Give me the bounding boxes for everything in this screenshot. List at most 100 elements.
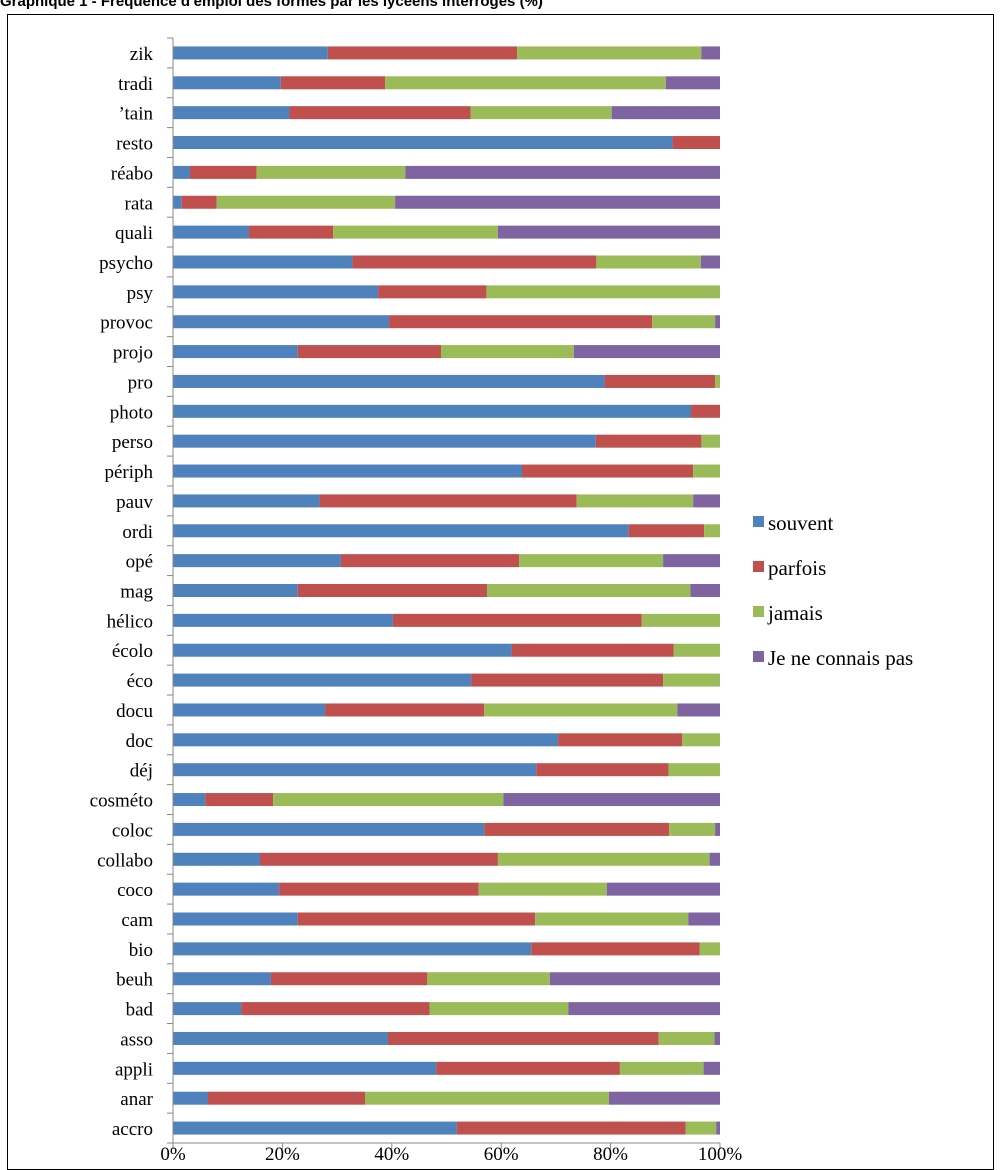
bar-jamais-19 (641, 613, 720, 627)
bar-parfois-27 (259, 852, 498, 866)
bar-je-ne-connais-pas-28 (606, 882, 720, 896)
legend-label: parfois (768, 556, 826, 580)
bar-parfois-22 (325, 703, 485, 717)
bar-jamais-32 (429, 1002, 569, 1016)
y-tick-label: psy (127, 283, 154, 304)
bar-souvent-7 (173, 255, 353, 269)
bar-parfois-33 (387, 1031, 659, 1045)
bar-parfois-17 (340, 554, 520, 568)
bar-je-ne-connais-pas-36 (716, 1121, 720, 1135)
bar-souvent-0 (173, 46, 328, 60)
bar-jamais-27 (497, 852, 710, 866)
y-tick-label: collabo (97, 850, 153, 871)
bar-souvent-30 (173, 942, 532, 956)
bar-je-ne-connais-pas-5 (395, 195, 720, 209)
bar-parfois-26 (484, 822, 670, 836)
bar-jamais-21 (663, 673, 720, 687)
bar-je-ne-connais-pas-29 (688, 912, 720, 926)
bar-souvent-25 (173, 793, 206, 807)
x-tick-label: 60% (484, 1144, 519, 1164)
bar-jamais-35 (365, 1091, 609, 1105)
bar-je-ne-connais-pas-26 (715, 822, 720, 836)
bar-parfois-8 (378, 285, 487, 299)
y-tick-label: accro (112, 1119, 153, 1140)
y-tick-label: provoc (100, 313, 153, 334)
bar-souvent-23 (173, 733, 559, 747)
y-tick-label: écolo (112, 641, 153, 662)
bar-parfois-31 (270, 972, 428, 986)
y-tick-label: coco (117, 880, 153, 901)
bar-jamais-0 (517, 46, 702, 60)
bar-jamais-6 (333, 225, 498, 239)
bar-parfois-20 (511, 643, 674, 657)
x-tick-label: 0% (160, 1144, 186, 1164)
bar-je-ne-connais-pas-7 (700, 255, 720, 269)
bar-souvent-21 (173, 673, 472, 687)
bar-souvent-29 (173, 912, 298, 926)
bar-parfois-19 (392, 613, 642, 627)
bar-je-ne-connais-pas-31 (549, 972, 720, 986)
bar-je-ne-connais-pas-10 (573, 345, 720, 359)
x-tick-label: 40% (374, 1144, 409, 1164)
legend-label: souvent (768, 511, 833, 535)
y-tick-label: mag (120, 582, 153, 603)
bar-souvent-17 (173, 554, 341, 568)
bar-parfois-23 (558, 733, 683, 747)
bar-jamais-2 (470, 106, 612, 120)
y-tick-label: doc (126, 731, 153, 752)
bar-jamais-18 (486, 584, 691, 597)
y-tick-label: déj (130, 761, 153, 782)
bar-souvent-20 (173, 643, 512, 657)
bar-je-ne-connais-pas-9 (715, 315, 720, 329)
y-tick-label: zik (130, 44, 154, 65)
bar-souvent-24 (173, 763, 537, 777)
bar-souvent-9 (173, 315, 390, 329)
bar-je-ne-connais-pas-22 (677, 703, 720, 717)
bar-je-ne-connais-pas-34 (703, 1061, 720, 1075)
bar-je-ne-connais-pas-27 (709, 852, 720, 866)
y-tick-label: coloc (112, 820, 153, 841)
axes-layer: zik tradi ’tain resto réabo rata quali psycho ps… (90, 37, 743, 1164)
y-tick-label: tradi (118, 74, 153, 95)
y-tick-label: pro (128, 372, 153, 393)
y-tick-label: bio (129, 940, 153, 961)
y-tick-label: appli (115, 1059, 153, 1080)
y-tick-label: ’tain (119, 104, 154, 125)
bar-parfois-7 (352, 255, 597, 269)
bar-parfois-5 (181, 195, 217, 209)
bar-parfois-34 (436, 1061, 620, 1075)
bar-jamais-14 (693, 464, 720, 478)
x-tick-label: 20% (265, 1144, 300, 1164)
bar-souvent-10 (173, 345, 298, 359)
bar-souvent-32 (173, 1002, 242, 1016)
bar-jamais-25 (273, 793, 504, 807)
bar-souvent-11 (173, 374, 605, 388)
bar-je-ne-connais-pas-32 (568, 1002, 720, 1016)
x-tick-label: 80% (593, 1144, 628, 1164)
bar-parfois-12 (691, 404, 720, 418)
bar-jamais-29 (535, 912, 689, 926)
bar-souvent-12 (173, 404, 692, 418)
bar-souvent-13 (173, 434, 596, 448)
bar-jamais-4 (256, 165, 406, 179)
y-tick-label: réabo (111, 163, 153, 184)
y-tick-label: perso (112, 432, 153, 453)
x-tick-label: 100% (698, 1144, 743, 1164)
bar-parfois-9 (389, 315, 653, 329)
bar-je-ne-connais-pas-0 (701, 46, 720, 60)
bar-parfois-3 (672, 136, 720, 150)
bar-souvent-8 (173, 285, 379, 299)
bar-souvent-35 (173, 1091, 209, 1105)
bar-parfois-30 (531, 942, 700, 956)
bar-souvent-31 (173, 972, 271, 986)
legend-label: Je ne connais pas (768, 646, 913, 670)
bar-parfois-36 (456, 1121, 686, 1135)
bar-parfois-25 (205, 793, 274, 807)
bar-jamais-11 (715, 374, 720, 388)
bar-souvent-4 (173, 165, 190, 179)
y-tick-label: psycho (99, 253, 153, 274)
chart-title: Graphique 1 - Fréquence d'emploi des for… (0, 0, 543, 10)
bar-souvent-3 (173, 136, 673, 150)
bar-jamais-22 (484, 703, 678, 717)
